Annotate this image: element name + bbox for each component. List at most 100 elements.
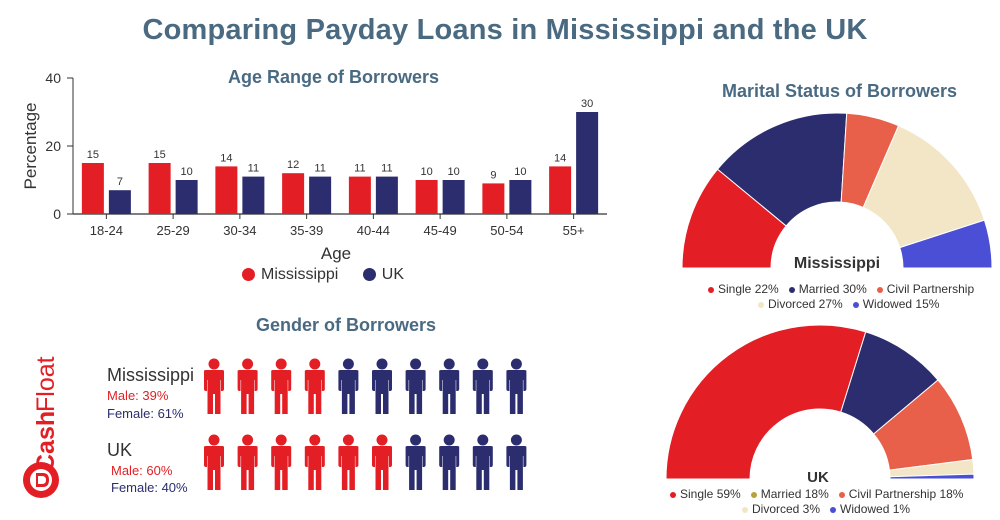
legend-swatch (838, 491, 845, 498)
legend-swatch (742, 506, 748, 513)
female-person-icon (372, 358, 392, 414)
female-person-icon (506, 434, 527, 490)
gender-label-uk: UK (107, 440, 133, 460)
legend-swatch-uk (362, 268, 376, 282)
bar-mississippi-25-29 (148, 163, 171, 214)
bar-uk-30-34 (242, 176, 265, 214)
legend-item: Divorced 3% (742, 502, 820, 516)
page-title: Comparing Payday Loans in Mississippi an… (142, 14, 868, 46)
x-tick-label: 25-29 (157, 223, 190, 238)
legend-item: Widowed 15% (852, 297, 940, 311)
female-person-icon (439, 358, 460, 414)
data-label: 10 (514, 166, 526, 178)
legend-swatch (788, 286, 795, 293)
male-person-icon (237, 358, 258, 414)
gender-female-uk: Female: 40% (111, 480, 188, 495)
marital-legend-uk-line1: Single 59% Married 18% Civil Partnership 1… (670, 487, 973, 501)
legend-swatch (670, 491, 676, 498)
legend-item: Widowed 1% (830, 502, 910, 516)
bar-mississippi-30-34 (215, 166, 238, 214)
female-person-icon (405, 434, 426, 490)
legend-label: Single 59% (680, 487, 741, 501)
x-tick-label: 40-44 (357, 223, 390, 238)
legend-label: Widowed 1% (840, 502, 911, 516)
age-chart-title: Age Range of Borrowers (228, 67, 440, 87)
female-person-icon (506, 358, 527, 414)
donut-label-mississippi: Mississippi (794, 255, 880, 272)
bar-uk-40-44 (375, 176, 398, 214)
gender-label-mississippi: Mississippi (107, 365, 195, 385)
legend-item: Civil Partnership (876, 282, 975, 296)
data-label: 10 (421, 166, 433, 178)
y-tick-label: 40 (45, 70, 61, 86)
y-tick-label: 0 (53, 206, 61, 222)
legend-label: Civil Partnership (886, 282, 975, 296)
logo-text-cash: Cash (32, 411, 60, 472)
data-label: 7 (117, 176, 123, 188)
female-person-icon (439, 434, 460, 490)
gender-male-mississippi: Male: 39% (107, 388, 169, 403)
legend-swatch (876, 286, 883, 293)
gender-title: Gender of Borrowers (256, 315, 437, 335)
bar-uk-50-54 (509, 180, 532, 214)
bar-uk-18-24 (108, 190, 131, 214)
x-axis-label: Age (321, 244, 351, 263)
cashfloat-logo: Cash Float (16, 340, 66, 506)
male-person-icon (271, 434, 292, 490)
marital-donut-uk: UK (665, 324, 975, 485)
data-label: 15 (154, 149, 166, 161)
legend-label: Civil Partnership 18% (848, 487, 964, 501)
marital-legend-mississippi-line2: Divorced 27% Widowed 15% (758, 297, 949, 311)
data-label: 15 (87, 149, 99, 161)
legend-item: Single 59% (670, 487, 741, 501)
age-bar-chart: 0 20 40 Percentage Age 18-24 15 7 25-29 15 10 30-34… (21, 70, 607, 263)
legend-label: Divorced 3% (752, 502, 821, 516)
legend-label-uk: UK (381, 266, 405, 283)
data-label: 12 (287, 159, 299, 171)
donut-slice-married (716, 112, 848, 227)
legend-item: Married 30% (788, 282, 867, 296)
bar-uk-55+ (576, 112, 599, 214)
donut-label-uk: UK (807, 469, 829, 485)
cashfloat-logo-graphic: Cash Float (23, 356, 60, 498)
female-person-icon (338, 358, 359, 414)
legend-item-uk: UK (362, 266, 405, 284)
male-person-icon (204, 358, 224, 414)
x-tick-label: 50-54 (490, 223, 523, 238)
data-label: 11 (354, 163, 365, 175)
legend-item: Civil Partnership 18% (838, 487, 964, 501)
legend-label: Widowed 15% (862, 297, 940, 311)
donut-slice-widowed (899, 219, 993, 269)
x-tick-label: 55+ (563, 223, 585, 238)
male-person-icon (304, 358, 325, 414)
y-axis-label: Percentage (21, 103, 40, 190)
legend-item: Married 18% (750, 487, 829, 501)
legend-swatch (852, 301, 859, 308)
data-label: 11 (314, 163, 325, 175)
data-label: 11 (248, 163, 259, 175)
male-person-icon (304, 434, 325, 490)
x-tick-label: 45-49 (424, 223, 457, 238)
x-tick-label: 30-34 (223, 223, 256, 238)
female-person-icon (472, 358, 493, 414)
legend-swatch (758, 301, 764, 308)
gender-pictogram (204, 358, 527, 490)
data-label: 10 (448, 166, 460, 178)
bar-mississippi-50-54 (482, 183, 505, 214)
legend-label: Single 22% (718, 282, 779, 296)
legend-swatch (708, 286, 714, 293)
bar-uk-25-29 (175, 180, 198, 214)
marital-donut-mississippi: Mississippi (681, 112, 993, 272)
male-person-icon (204, 434, 224, 490)
legend-label: Divorced 27% (768, 297, 843, 311)
marital-legend-uk-line2: Divorced 3% Widowed 1% (742, 502, 920, 516)
legend-item: Single 22% (708, 282, 779, 296)
x-tick-label: 35-39 (290, 223, 323, 238)
bar-mississippi-35-39 (282, 173, 305, 214)
bar-mississippi-18-24 (81, 163, 104, 214)
donut-slice-widowed (889, 473, 975, 480)
marital-legend-mississippi-line1: Single 22% Married 30% Civil Partnership (708, 282, 984, 296)
legend-label-mississippi: Mississippi (261, 266, 339, 283)
donut-slice-single (665, 324, 867, 480)
legend-swatch (750, 491, 757, 498)
